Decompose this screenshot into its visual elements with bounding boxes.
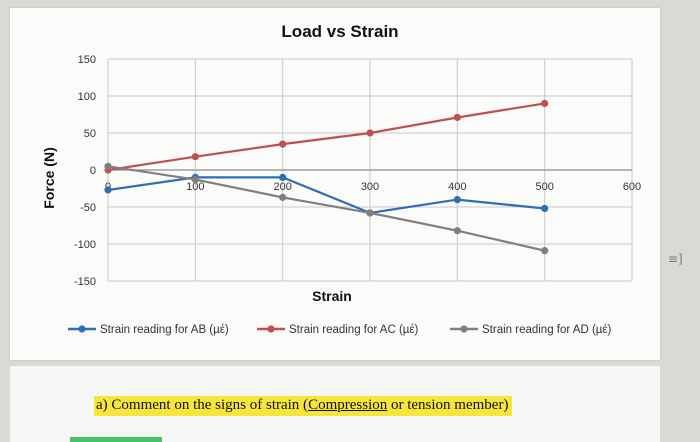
y-tick-labels: 150 100 50 0 -50 -100 -150: [74, 54, 96, 288]
data-point: [366, 209, 374, 217]
data-point: [104, 186, 112, 194]
chart-title: Load vs Strain: [281, 22, 398, 41]
data-point: [453, 196, 461, 204]
question-text: a) Comment on the signs of strain (Compr…: [94, 396, 513, 416]
data-point: [366, 129, 374, 137]
chart-legend: Strain reading for AB (µέ) Strain reading…: [68, 324, 612, 336]
question-panel: a) Comment on the signs of strain (Compr…: [10, 366, 660, 442]
series-lines: [107, 102, 545, 252]
legend-entry: Strain reading for AD (µέ): [482, 324, 612, 336]
x-tick-label: 100: [186, 181, 204, 193]
data-point: [104, 162, 112, 170]
x-tick-label: 300: [361, 181, 379, 193]
data-point: [279, 193, 287, 201]
y-tick-label: 50: [84, 128, 96, 140]
data-point: [453, 113, 461, 122]
legend-marker: [460, 325, 468, 333]
series-line: [107, 102, 545, 172]
y-tick-label: 0: [90, 165, 96, 177]
x-axis-title: Strain: [312, 288, 352, 304]
series-line: [107, 165, 545, 252]
chart-grid: [107, 58, 633, 282]
data-point: [453, 227, 461, 235]
data-point: [191, 153, 199, 161]
data-point: [279, 173, 287, 181]
series-line: [107, 176, 545, 215]
y-tick-label: 100: [78, 91, 96, 103]
data-point: [541, 204, 549, 213]
legend-marker: [267, 325, 275, 333]
data-point: [541, 99, 549, 107]
question-link-word: Compression: [308, 397, 388, 413]
load-vs-strain-chart: Load vs Strain 150 100 500 -50 -100 -150 0 100…: [41, 22, 641, 336]
y-tick-label: -50: [80, 202, 96, 214]
legend-entry: Strain reading for AC (µέ): [289, 324, 419, 336]
side-menu-glyph[interactable]: ≡]: [668, 252, 683, 266]
x-tick-label: 200: [273, 181, 291, 193]
x-tick-label: 600: [623, 181, 641, 193]
y-tick-label: -100: [74, 239, 96, 251]
data-point: [191, 176, 199, 184]
question-prefix: a) Comment on the signs of strain (: [96, 397, 309, 413]
chart-panel: Load vs Strain 150 100 500 -50 -100 -150 0 100…: [10, 8, 660, 360]
series-points: [104, 99, 549, 255]
x-tick-label: 500: [535, 181, 553, 193]
green-button-edge[interactable]: [70, 437, 162, 442]
question-suffix: or tension member): [387, 397, 509, 413]
legend-marker: [78, 325, 86, 333]
data-point: [279, 140, 287, 148]
data-point: [541, 247, 549, 255]
y-tick-label: 150: [78, 54, 96, 66]
legend-entry: Strain reading for AB (µέ): [100, 324, 229, 336]
y-axis-title: Force (N): [41, 147, 57, 208]
y-tick-label: -150: [74, 276, 96, 288]
x-tick-label: 400: [448, 181, 466, 193]
